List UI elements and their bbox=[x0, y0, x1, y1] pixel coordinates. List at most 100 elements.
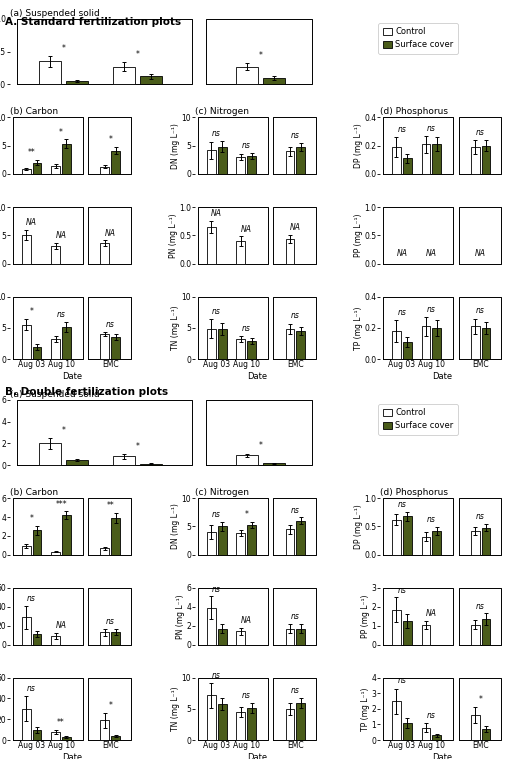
Bar bbox=[111, 736, 120, 740]
Text: ns: ns bbox=[476, 602, 485, 610]
X-axis label: Date: Date bbox=[62, 372, 82, 381]
Text: ***: *** bbox=[55, 499, 67, 509]
Bar bbox=[33, 635, 41, 644]
Bar bbox=[403, 723, 412, 740]
Bar bbox=[392, 520, 401, 555]
Text: ns: ns bbox=[212, 307, 221, 316]
Bar bbox=[263, 77, 285, 84]
Bar bbox=[296, 703, 305, 740]
Bar bbox=[296, 147, 305, 174]
Text: **: ** bbox=[57, 717, 65, 726]
Text: *: * bbox=[244, 510, 248, 519]
Bar bbox=[247, 524, 256, 555]
Bar bbox=[111, 518, 120, 555]
Text: ns: ns bbox=[398, 585, 406, 594]
Y-axis label: TN (mg L⁻¹): TN (mg L⁻¹) bbox=[171, 306, 180, 350]
Bar bbox=[33, 729, 41, 740]
Bar bbox=[421, 537, 431, 555]
Bar bbox=[286, 628, 295, 644]
Bar bbox=[471, 531, 479, 555]
Bar bbox=[403, 342, 412, 359]
Text: *: * bbox=[62, 426, 66, 435]
Bar bbox=[33, 162, 41, 174]
Text: *: * bbox=[30, 307, 34, 316]
Bar bbox=[100, 632, 109, 644]
Bar bbox=[247, 156, 256, 174]
Text: (c) Nitrogen: (c) Nitrogen bbox=[195, 488, 249, 497]
Text: *: * bbox=[62, 44, 66, 53]
Bar bbox=[218, 704, 227, 740]
Text: ns: ns bbox=[242, 691, 250, 700]
Bar bbox=[207, 227, 216, 263]
Bar bbox=[392, 331, 401, 359]
Bar bbox=[100, 244, 109, 263]
Bar bbox=[51, 339, 60, 359]
Text: ns: ns bbox=[27, 594, 36, 603]
Bar bbox=[286, 239, 295, 263]
Bar bbox=[51, 552, 60, 555]
Text: (a) Suspended solid: (a) Suspended solid bbox=[10, 390, 100, 399]
Text: ns: ns bbox=[427, 305, 436, 314]
Y-axis label: DP (mg L⁻¹): DP (mg L⁻¹) bbox=[354, 504, 363, 549]
Bar bbox=[51, 636, 60, 644]
Bar bbox=[207, 608, 216, 644]
Bar bbox=[22, 709, 31, 740]
Bar bbox=[39, 443, 61, 465]
Bar bbox=[286, 529, 295, 555]
Bar bbox=[236, 631, 245, 644]
Bar bbox=[482, 528, 491, 555]
Bar bbox=[100, 720, 109, 740]
Text: ns: ns bbox=[291, 505, 300, 515]
Y-axis label: DN (mg L⁻¹): DN (mg L⁻¹) bbox=[171, 123, 180, 168]
Text: NA: NA bbox=[105, 228, 116, 238]
Bar bbox=[218, 146, 227, 174]
X-axis label: Date: Date bbox=[247, 372, 267, 381]
Bar bbox=[482, 146, 491, 174]
Text: ns: ns bbox=[476, 307, 485, 316]
Text: (d) Phosphorus: (d) Phosphorus bbox=[380, 108, 448, 116]
Bar bbox=[286, 709, 295, 740]
Legend: Control, Surface cover: Control, Surface cover bbox=[379, 23, 458, 54]
Bar bbox=[207, 150, 216, 174]
Y-axis label: PN (mg L⁻¹): PN (mg L⁻¹) bbox=[168, 213, 178, 257]
Bar bbox=[100, 334, 109, 359]
Text: ns: ns bbox=[212, 584, 221, 594]
Text: NA: NA bbox=[55, 622, 67, 631]
Bar bbox=[22, 169, 31, 174]
Bar bbox=[471, 326, 479, 359]
Bar bbox=[33, 347, 41, 359]
Bar bbox=[111, 632, 120, 644]
Text: ns: ns bbox=[291, 311, 300, 320]
Text: NA: NA bbox=[475, 249, 486, 258]
Text: ns: ns bbox=[291, 685, 300, 694]
X-axis label: Date: Date bbox=[432, 753, 453, 759]
Bar bbox=[207, 329, 216, 359]
Bar bbox=[482, 729, 491, 740]
Bar bbox=[100, 166, 109, 174]
Bar bbox=[482, 328, 491, 359]
Text: **: ** bbox=[106, 502, 114, 511]
Text: ns: ns bbox=[291, 612, 300, 621]
Bar bbox=[421, 625, 431, 644]
X-axis label: Date: Date bbox=[432, 372, 453, 381]
Bar bbox=[140, 464, 162, 465]
Text: *: * bbox=[108, 701, 112, 710]
Bar bbox=[286, 329, 295, 359]
Bar bbox=[66, 460, 88, 465]
Bar bbox=[207, 532, 216, 555]
Text: NA: NA bbox=[241, 616, 252, 625]
Bar bbox=[432, 328, 441, 359]
Bar bbox=[22, 546, 31, 555]
Bar bbox=[403, 516, 412, 555]
Bar bbox=[218, 329, 227, 359]
Text: ns: ns bbox=[212, 670, 221, 679]
Bar bbox=[471, 147, 479, 174]
X-axis label: Date: Date bbox=[247, 753, 267, 759]
Bar bbox=[421, 728, 431, 740]
Bar bbox=[296, 331, 305, 359]
Bar bbox=[392, 147, 401, 174]
Text: ns: ns bbox=[56, 310, 66, 319]
Bar bbox=[113, 67, 135, 84]
Text: ns: ns bbox=[242, 324, 250, 333]
Bar bbox=[62, 144, 71, 174]
